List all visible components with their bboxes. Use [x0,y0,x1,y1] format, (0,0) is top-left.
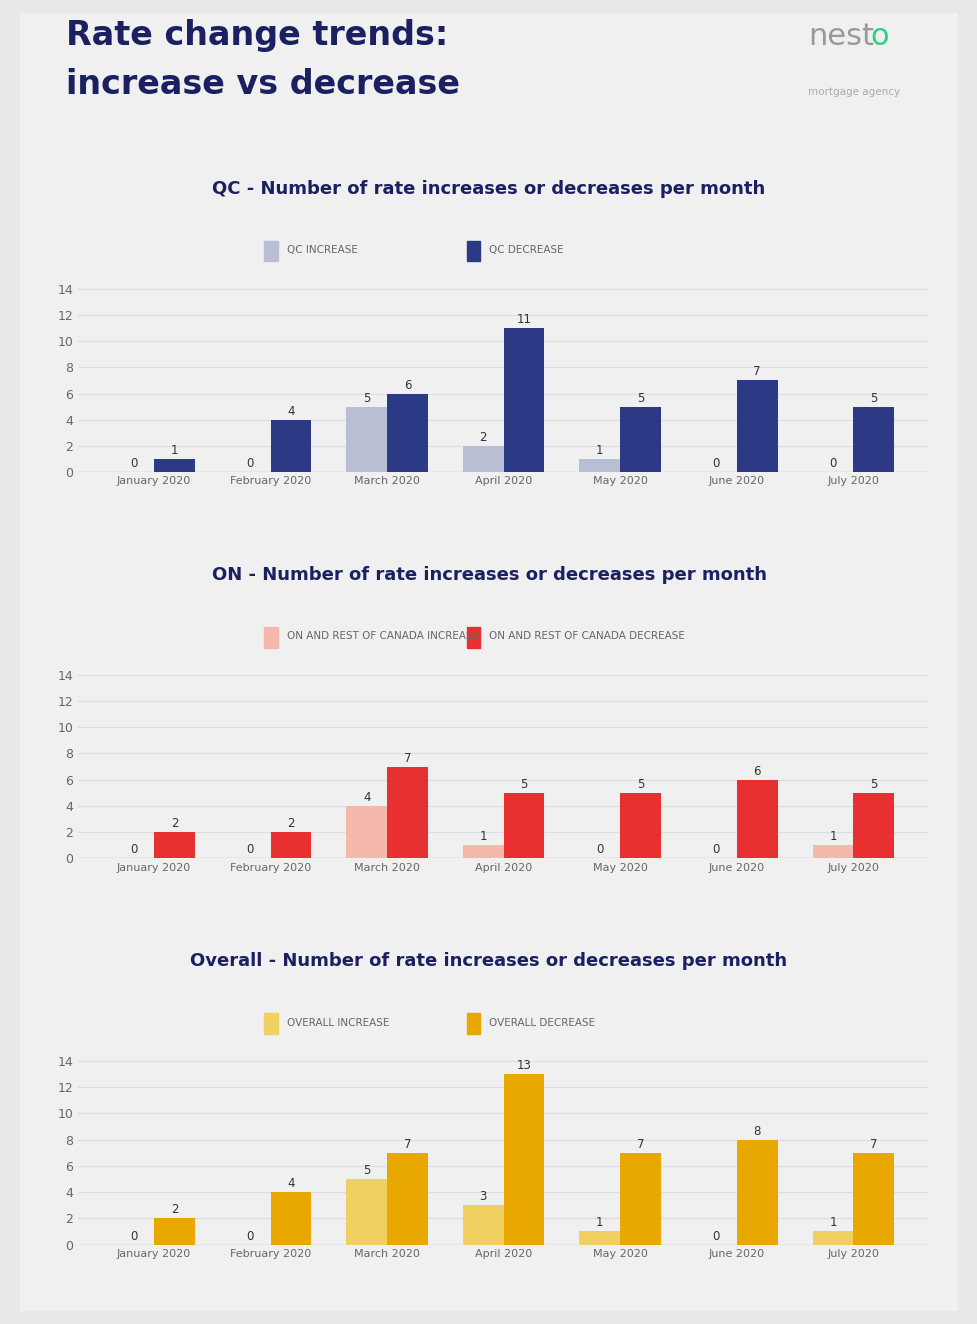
Bar [736,1140,777,1245]
Text: 1: 1 [595,444,603,457]
Bar [503,328,544,473]
Text: 1: 1 [828,1217,836,1230]
Bar [264,628,277,647]
Text: 1: 1 [479,830,487,843]
Bar [271,1192,311,1245]
Text: mortgage agency: mortgage agency [808,87,900,98]
Bar [466,1013,480,1034]
Text: 5: 5 [870,779,876,790]
Text: OVERALL INCREASE: OVERALL INCREASE [286,1018,389,1027]
Text: 0: 0 [130,843,137,857]
Text: 3: 3 [479,1190,487,1204]
Bar [853,793,893,858]
Text: 7: 7 [870,1137,876,1151]
Text: 8: 8 [752,1124,760,1137]
Text: 0: 0 [246,843,254,857]
Text: 1: 1 [170,444,178,457]
Text: 2: 2 [287,817,294,830]
Text: 1: 1 [595,1217,603,1230]
Text: nest: nest [808,21,873,50]
Bar [271,833,311,858]
Text: OVERALL DECREASE: OVERALL DECREASE [488,1018,595,1027]
Text: QC INCREASE: QC INCREASE [286,245,357,256]
Text: 7: 7 [404,752,411,765]
Bar [812,1231,853,1245]
Bar [736,380,777,473]
Bar [462,845,503,858]
Bar [153,459,194,473]
Bar [853,1153,893,1245]
Bar [578,1231,619,1245]
Text: 2: 2 [170,817,178,830]
Text: 0: 0 [712,457,719,470]
Bar [346,1178,387,1245]
Text: Overall - Number of rate increases or decreases per month: Overall - Number of rate increases or de… [191,952,786,970]
Text: 13: 13 [516,1059,531,1072]
Text: 7: 7 [752,365,760,379]
Bar [346,806,387,858]
Text: 5: 5 [636,779,644,790]
Bar [387,393,428,473]
Text: ON - Number of rate increases or decreases per month: ON - Number of rate increases or decreas… [211,565,766,584]
Text: 0: 0 [712,843,719,857]
FancyBboxPatch shape [10,0,967,1324]
Bar [503,1074,544,1245]
Bar [264,241,277,261]
Text: increase vs decrease: increase vs decrease [66,69,459,102]
Bar [619,406,660,473]
Bar [812,845,853,858]
Text: o: o [870,21,888,50]
Text: 0: 0 [130,457,137,470]
Text: ON AND REST OF CANADA DECREASE: ON AND REST OF CANADA DECREASE [488,632,684,641]
Bar [466,628,480,647]
Text: 0: 0 [246,1230,254,1243]
Text: 4: 4 [362,790,370,804]
Bar [462,446,503,473]
Bar [466,241,480,261]
Text: 5: 5 [520,779,528,790]
Text: 0: 0 [246,457,254,470]
Bar [153,1218,194,1245]
Bar [387,1153,428,1245]
Bar [271,420,311,473]
Text: 6: 6 [752,765,760,777]
Text: 4: 4 [287,1177,294,1190]
Bar [346,406,387,473]
Bar [462,1205,503,1245]
Text: 0: 0 [130,1230,137,1243]
Text: 5: 5 [870,392,876,405]
Bar [619,1153,660,1245]
Text: 0: 0 [596,843,603,857]
Text: 1: 1 [828,830,836,843]
Text: 0: 0 [712,1230,719,1243]
Bar [387,767,428,858]
Text: 4: 4 [287,405,294,418]
Text: 5: 5 [362,392,370,405]
Text: 5: 5 [636,392,644,405]
Bar [153,833,194,858]
Text: Rate change trends:: Rate change trends: [66,19,447,52]
Bar [578,459,619,473]
Text: 7: 7 [404,1137,411,1151]
Text: QC - Number of rate increases or decreases per month: QC - Number of rate increases or decreas… [212,180,765,197]
Text: 7: 7 [636,1137,644,1151]
Text: ON AND REST OF CANADA INCREASE: ON AND REST OF CANADA INCREASE [286,632,478,641]
Text: 2: 2 [479,432,487,444]
Bar [619,793,660,858]
Text: 11: 11 [516,312,531,326]
Text: 6: 6 [404,379,411,392]
Text: 2: 2 [170,1204,178,1217]
Bar [503,793,544,858]
Bar [264,1013,277,1034]
Text: QC DECREASE: QC DECREASE [488,245,563,256]
Text: 5: 5 [362,1164,370,1177]
Text: 0: 0 [828,457,835,470]
Bar [736,780,777,858]
Bar [853,406,893,473]
